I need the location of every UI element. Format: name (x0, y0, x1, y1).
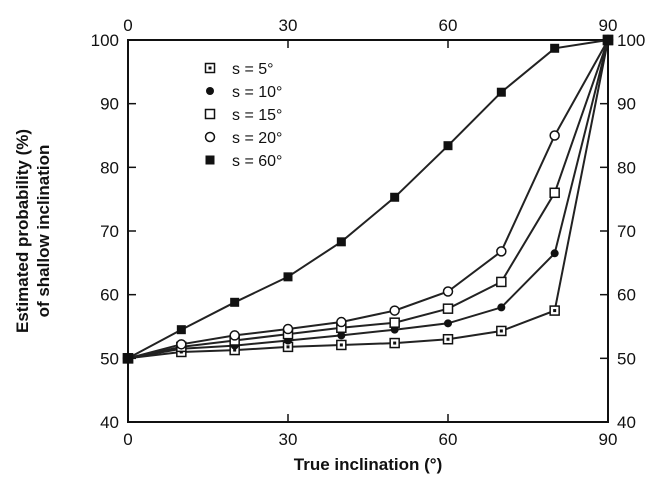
marker-dot (446, 337, 450, 341)
y-tick-label-right: 70 (617, 222, 636, 241)
legend-marker-0 (204, 62, 216, 74)
y-tick-label-left: 60 (100, 286, 119, 305)
series-3-point (336, 316, 347, 328)
series-4-point (336, 237, 346, 247)
x-tick-label-top: 60 (439, 16, 458, 35)
y-tick-label-right: 100 (617, 31, 645, 50)
series-4-point (230, 297, 240, 307)
y-tick-label-left: 40 (100, 413, 119, 432)
marker-dot (499, 329, 503, 333)
series-0-point (442, 333, 454, 345)
x-tick-label-bottom: 0 (123, 430, 132, 449)
series-line-2 (127, 39, 609, 360)
x-axis-title: True inclination (°) (294, 455, 442, 474)
y-tick-label-right: 60 (617, 286, 636, 305)
x-tick-label-bottom: 90 (599, 430, 618, 449)
legend-marker-4 (205, 155, 215, 165)
y-tick-label-left: 70 (100, 222, 119, 241)
series-3-point (389, 305, 400, 316)
series-0-point (336, 339, 347, 351)
series-lines (127, 39, 609, 360)
series-4-point (443, 141, 453, 151)
legend-label-3: s = 20° (232, 130, 282, 147)
x-tick-label-top: 0 (123, 16, 132, 35)
x-tick-label-top: 30 (279, 16, 298, 35)
series-line-1 (127, 39, 609, 360)
series-0-point (549, 305, 560, 316)
x-tick-label-bottom: 30 (279, 430, 298, 449)
marker-dot (208, 66, 212, 70)
y-tick-label-left: 100 (91, 31, 119, 50)
y-tick-label-right: 50 (617, 349, 636, 368)
y-tick-label-left: 90 (100, 95, 119, 114)
legend: s = 5° s = 10° s = 15° s = 20° s = 60° (204, 61, 282, 170)
ticks (127, 39, 609, 423)
x-tick-label-bottom: 60 (439, 430, 458, 449)
series-2-point (442, 303, 454, 314)
series-4-point (496, 87, 506, 97)
marker-dot (286, 345, 290, 349)
series-3-point (549, 130, 560, 141)
series-1-point (497, 303, 506, 312)
marker-dot (553, 309, 557, 313)
y-axis-title-line1: Estimated probability (%) (13, 129, 32, 333)
marker-dot (339, 343, 343, 347)
y-tick-label-left: 50 (100, 349, 119, 368)
series-3-point (442, 286, 454, 297)
series-4-point (176, 325, 186, 335)
series-line-3 (127, 39, 609, 360)
marker-dot (233, 348, 237, 352)
y-tick-label-right: 80 (617, 158, 636, 177)
series-0-point (496, 325, 507, 337)
series-4-point (390, 192, 400, 202)
series-0-point (389, 337, 400, 349)
series-1-point (337, 331, 346, 340)
series-3-point (229, 330, 240, 341)
legend-marker-1 (206, 87, 214, 95)
series-3-point (176, 339, 187, 350)
series-1-point (550, 249, 559, 258)
plot-frame (127, 39, 609, 423)
y-axis-title-line2: of shallow inclination (34, 145, 53, 318)
y-tick-label-right: 90 (617, 95, 636, 114)
x-tick-label-top: 90 (599, 16, 618, 35)
y-tick-label-left: 80 (100, 158, 119, 177)
series-4-point (550, 43, 560, 53)
y-tick-label-right: 40 (617, 413, 636, 432)
series-4-point (283, 272, 293, 282)
series-2-point (389, 317, 400, 328)
series-line-0 (127, 39, 609, 360)
legend-label-4: s = 60° (232, 153, 282, 170)
series-2-point (549, 187, 560, 199)
series-1-point (444, 319, 452, 328)
legend-label-1: s = 10° (232, 84, 282, 101)
legend-marker-2 (204, 108, 216, 120)
legend-label-0: s = 5° (232, 61, 274, 78)
series-markers (122, 34, 614, 364)
series-3-point (282, 323, 294, 335)
series-4-point (123, 353, 133, 363)
series-2-point (496, 276, 507, 288)
marker-dot (393, 341, 397, 345)
series-3-point (496, 246, 507, 257)
series-line-4 (127, 39, 609, 360)
legend-marker-3 (204, 131, 216, 143)
series-4-point (603, 35, 613, 45)
legend-label-2: s = 15° (232, 107, 282, 124)
